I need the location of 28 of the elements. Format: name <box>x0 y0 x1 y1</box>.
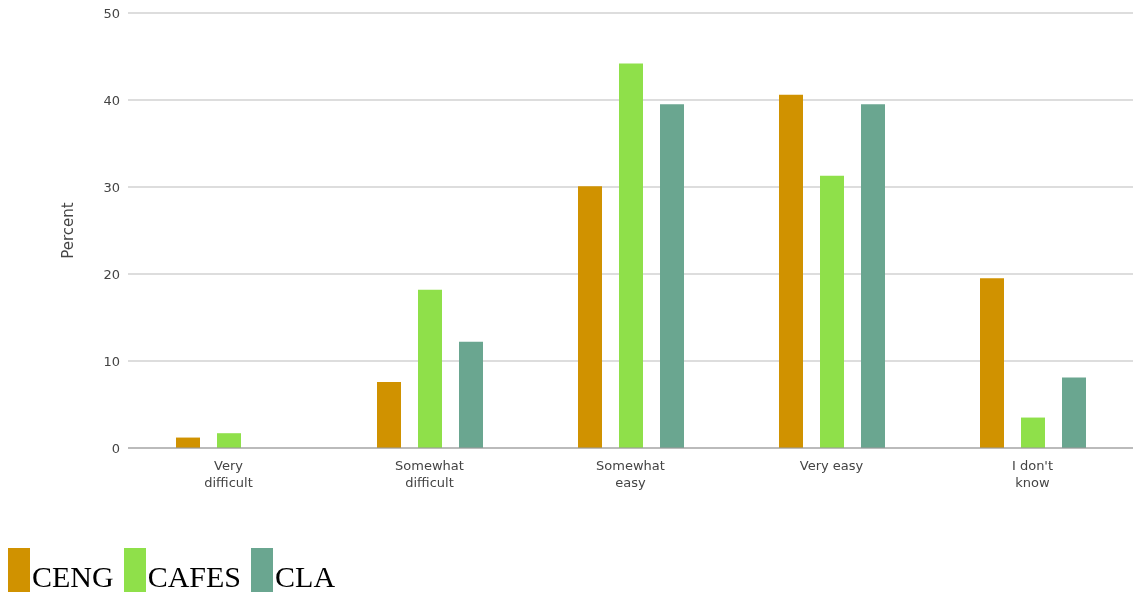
y-tick-label: 20 <box>103 266 120 282</box>
y-tick-label: 30 <box>103 179 120 195</box>
bar <box>418 289 442 448</box>
y-tick-label: 50 <box>103 5 120 21</box>
bar <box>459 341 483 448</box>
bar <box>619 63 643 448</box>
bar <box>779 94 803 448</box>
y-tick-label: 0 <box>111 440 120 456</box>
bar <box>377 381 401 448</box>
bar <box>820 175 844 448</box>
legend-label: CENG <box>32 560 114 593</box>
bar <box>578 186 602 448</box>
x-tick-label: Somewhat difficult <box>395 458 464 490</box>
y-tick-label: 40 <box>103 92 120 108</box>
bar <box>217 433 241 448</box>
bar <box>660 104 684 448</box>
bar <box>861 104 885 448</box>
x-tick-label: I don't know <box>1011 458 1054 490</box>
legend-label: CLA <box>275 560 336 593</box>
legend-label: CAFES <box>147 560 242 593</box>
bar <box>980 278 1004 448</box>
y-axis-title: Percent <box>59 202 78 259</box>
bar <box>1062 377 1086 448</box>
y-tick-label: 10 <box>103 353 120 369</box>
bar <box>1021 417 1045 448</box>
x-tick-label: Very easy <box>799 458 864 473</box>
x-tick-label: Somewhat easy <box>596 458 665 490</box>
x-tick-label: Very difficult <box>204 458 253 490</box>
